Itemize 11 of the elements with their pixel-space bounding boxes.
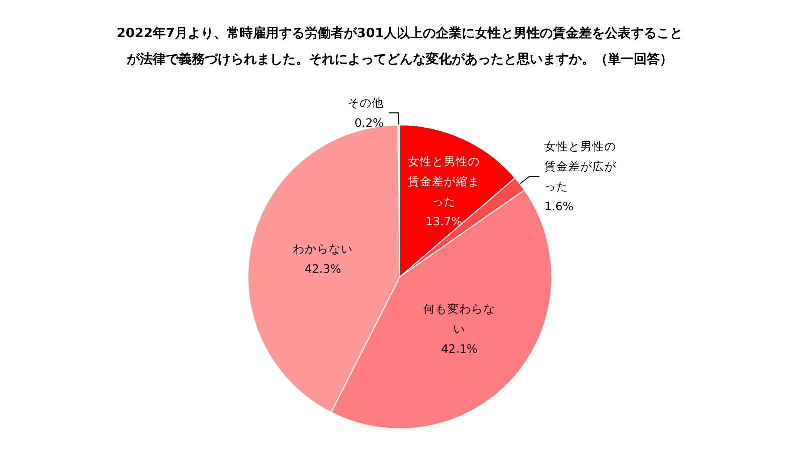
data-label: 13.7% — [426, 214, 462, 228]
slice-label: 女性と男性の賃金差が縮まった — [408, 154, 480, 208]
slice-label: わからない — [293, 242, 354, 256]
slice-label: その他 — [348, 96, 384, 110]
slice-label: 女性と男性の賃金差が広がった — [544, 140, 618, 194]
data-label: 0.2% — [354, 116, 384, 130]
chart-title: 2022年7月より、常時雇用する労働者が301人以上の企業に女性と男性の賃金差を公表することが法律で義務づけられました。それによってどんな変化があったと思いますか。（単一回答） — [116, 26, 684, 68]
data-label: 1.6% — [544, 200, 574, 214]
slice-label: 何も変わらない — [424, 302, 496, 336]
data-label: 42.3% — [304, 262, 342, 276]
data-label: 42.1% — [441, 342, 478, 356]
